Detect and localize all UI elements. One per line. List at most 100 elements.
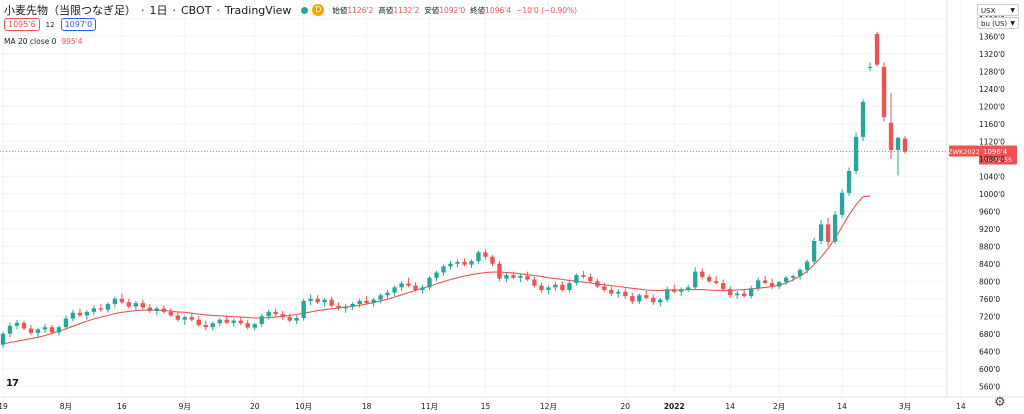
- candle: [21, 320, 27, 331]
- spread-value: 12: [45, 20, 55, 29]
- price-tick-label: 880'0: [979, 242, 1000, 251]
- settings-gear-icon[interactable]: ⚙: [994, 395, 1006, 410]
- candle: [203, 320, 208, 331]
- candle: [832, 211, 838, 245]
- price-tick-label: 760'0: [979, 295, 1000, 304]
- candle-body: [693, 271, 698, 288]
- time-axis: 198月169月2010月1811月1512月202022142月143月144…: [0, 402, 966, 411]
- price-tick-label: 640'0: [979, 347, 1000, 356]
- candle-body: [769, 283, 775, 287]
- candle-body: [846, 171, 852, 193]
- separator: ·: [141, 3, 145, 17]
- candle-body: [483, 252, 488, 257]
- candle-body: [469, 261, 474, 265]
- candle: [112, 296, 118, 308]
- candle: [385, 290, 390, 299]
- candle: [672, 284, 677, 294]
- tradingview-logo-icon[interactable]: 17: [6, 378, 19, 389]
- candle-body: [581, 275, 586, 277]
- candle: [217, 318, 222, 326]
- candle: [776, 281, 782, 290]
- time-tick-label: 15: [481, 402, 491, 411]
- candle-body: [497, 263, 502, 279]
- last-price-label: 1096'4: [983, 148, 1008, 156]
- candle: [574, 273, 579, 286]
- price-tick-label: 1160'0: [979, 120, 1005, 129]
- low-value: 安値1092'0: [424, 5, 466, 15]
- candle: [867, 62, 873, 72]
- candle-body: [874, 34, 880, 65]
- symbol-title[interactable]: 小麦先物（当限つなぎ足）: [4, 4, 136, 17]
- candle-body: [154, 308, 159, 311]
- candle-body: [881, 66, 887, 118]
- candle-body: [637, 295, 642, 302]
- candle-body: [189, 317, 194, 320]
- candle-body: [686, 287, 691, 290]
- time-tick-label: 18: [362, 402, 372, 411]
- candle: [406, 277, 411, 288]
- candle-body: [811, 241, 817, 262]
- candle: [168, 308, 173, 318]
- candle: [609, 286, 614, 297]
- candle: [105, 302, 111, 313]
- candle-body: [532, 279, 537, 286]
- candle: [126, 298, 132, 309]
- candle-body: [56, 327, 62, 333]
- sell-price-button[interactable]: 1095'6: [4, 18, 40, 31]
- candle-body: [448, 263, 453, 267]
- candle: [133, 300, 139, 310]
- candle-body: [714, 281, 719, 283]
- candle: [546, 285, 551, 295]
- candle: [518, 273, 523, 283]
- candle-body: [735, 293, 740, 296]
- candle: [140, 299, 146, 310]
- candle: [651, 294, 656, 305]
- candle-body: [98, 308, 104, 310]
- candle: [846, 167, 852, 196]
- time-tick-label: 10月: [295, 402, 312, 411]
- price-tick-label: 1200'0: [979, 102, 1005, 111]
- time-tick-label: 3月: [899, 402, 911, 411]
- candle-body: [70, 312, 76, 319]
- currency-dropdown[interactable]: USX ▼: [977, 4, 1019, 16]
- candle: [637, 293, 642, 304]
- candle-body: [126, 302, 132, 307]
- candle: [532, 276, 537, 288]
- unit-dropdown[interactable]: bu (US) ▼: [977, 17, 1019, 29]
- high-value: 高値1132'2: [378, 5, 420, 15]
- time-tick-label: 20: [250, 402, 260, 411]
- candle: [91, 305, 97, 316]
- ma-indicator-legend[interactable]: MA 20 close 0 995'4: [4, 37, 83, 46]
- candle: [259, 313, 264, 327]
- candle: [902, 136, 908, 154]
- candle: [811, 237, 817, 264]
- candle-body: [28, 328, 34, 333]
- delayed-badge-icon[interactable]: D: [312, 4, 325, 16]
- price-tick-label: 960'0: [979, 207, 1000, 216]
- buy-price-button[interactable]: 1097'0: [60, 18, 97, 31]
- candle: [504, 272, 509, 283]
- price-tick-label: 1320'0: [979, 50, 1005, 59]
- interval-label[interactable]: 1日: [149, 4, 168, 17]
- time-tick-label: 20: [621, 402, 631, 411]
- candle: [147, 304, 153, 313]
- currency-value: USX: [981, 7, 996, 15]
- candle: [839, 189, 845, 218]
- candle: [462, 258, 467, 267]
- candle-body: [357, 300, 362, 304]
- time-tick-label: 14: [837, 402, 847, 411]
- candle-body: [329, 299, 334, 306]
- candle: [490, 255, 495, 266]
- chevron-down-icon: ▼: [1010, 7, 1015, 14]
- candle-body: [832, 214, 838, 242]
- candle-body: [266, 311, 271, 317]
- candle: [84, 310, 90, 320]
- candle-body: [476, 252, 481, 262]
- price-axis: 1400'01360'01320'01280'01240'01200'01160…: [979, 15, 1005, 392]
- candle-body: [392, 287, 397, 293]
- chart-gridlines: [0, 0, 962, 397]
- candle: [790, 274, 796, 282]
- ma-line-layer: [2, 195, 871, 345]
- candle-body: [378, 295, 383, 300]
